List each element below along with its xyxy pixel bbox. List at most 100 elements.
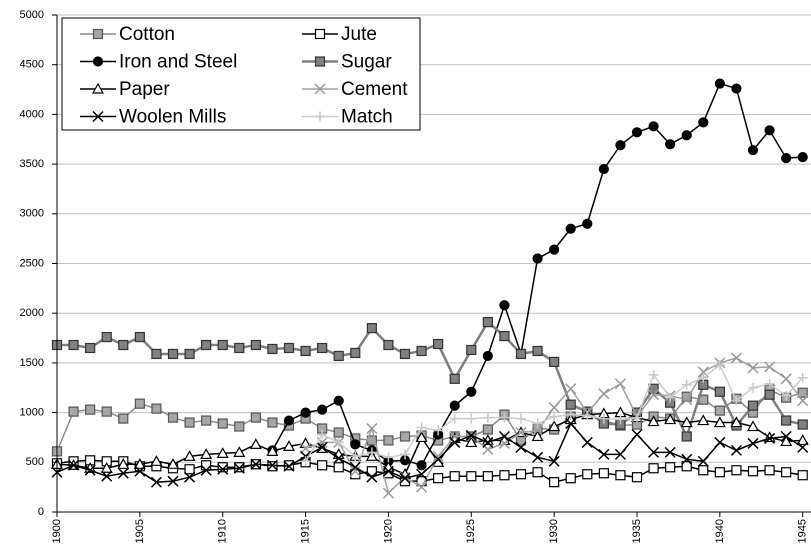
marker [781, 153, 792, 164]
y-tick-label: 2500 [20, 257, 44, 269]
marker [333, 395, 344, 406]
marker [781, 390, 792, 401]
marker [665, 392, 676, 403]
marker [565, 383, 577, 395]
marker [515, 348, 527, 360]
marker [283, 342, 295, 354]
marker [730, 444, 742, 456]
marker [133, 458, 146, 469]
marker [314, 83, 326, 95]
legend-label: Jute [341, 24, 377, 45]
marker [648, 446, 660, 458]
marker [266, 459, 278, 471]
marker [366, 471, 378, 483]
marker [746, 420, 760, 432]
marker [300, 456, 311, 467]
marker [449, 471, 460, 482]
marker [532, 253, 543, 264]
marker [632, 412, 642, 423]
marker [433, 338, 444, 350]
marker [647, 415, 660, 427]
marker [482, 412, 493, 423]
marker [300, 345, 311, 357]
marker [217, 463, 229, 475]
marker [582, 469, 593, 480]
marker [598, 163, 609, 175]
marker [516, 413, 526, 424]
marker [167, 412, 179, 423]
marker [631, 472, 643, 483]
marker [449, 413, 460, 424]
y-tick-label: 1500 [20, 357, 44, 369]
marker [581, 436, 593, 448]
marker [664, 446, 676, 458]
marker [532, 345, 543, 357]
marker [118, 413, 129, 424]
marker [317, 460, 328, 471]
marker [780, 435, 793, 447]
marker [698, 372, 709, 383]
y-tick-label: 4000 [20, 108, 44, 120]
marker [317, 342, 328, 354]
legend-label: Woolen Mills [119, 107, 226, 128]
marker [68, 406, 79, 417]
marker [350, 439, 361, 450]
marker [515, 469, 527, 480]
marker [201, 415, 212, 426]
marker [698, 465, 709, 476]
marker [466, 344, 477, 356]
marker [183, 450, 196, 461]
marker [664, 413, 677, 425]
marker [249, 438, 262, 450]
marker [166, 458, 180, 469]
y-tick-label: 0 [38, 506, 44, 518]
series-line [56, 388, 803, 452]
marker [797, 470, 808, 481]
marker [366, 466, 377, 477]
marker [366, 323, 377, 334]
y-tick-label: 500 [26, 456, 44, 468]
y-tick-label: 1000 [20, 407, 44, 419]
marker [333, 437, 344, 448]
marker [267, 343, 278, 355]
marker [449, 373, 460, 384]
marker [300, 407, 311, 418]
marker [764, 125, 775, 136]
marker [730, 416, 743, 428]
legend: Cotton Jute Iron and Steel Sugar Paper Cement… [61, 17, 421, 131]
marker [780, 373, 792, 385]
marker [416, 460, 427, 471]
marker [549, 411, 560, 422]
marker [333, 462, 344, 473]
marker [665, 139, 676, 150]
marker [315, 111, 325, 122]
marker [482, 317, 493, 328]
marker [91, 82, 105, 94]
x-tick-label: 1905 [134, 519, 146, 543]
marker [764, 361, 776, 373]
marker [350, 347, 361, 359]
marker [532, 451, 544, 463]
marker [648, 369, 659, 380]
marker [217, 462, 228, 473]
marker [549, 356, 560, 368]
marker [482, 350, 493, 362]
marker [92, 110, 104, 123]
marker [466, 386, 477, 397]
marker [200, 464, 212, 476]
marker [366, 422, 378, 435]
marker [731, 83, 742, 94]
marker [797, 395, 809, 407]
marker [681, 391, 692, 402]
marker [333, 427, 344, 438]
marker [648, 121, 659, 132]
marker [184, 417, 195, 428]
marker [498, 430, 510, 442]
series-line [56, 411, 803, 476]
marker [300, 442, 312, 454]
marker [167, 475, 179, 487]
marker [614, 448, 626, 460]
marker [433, 473, 444, 484]
x-tick-label: 1925 [465, 519, 477, 543]
